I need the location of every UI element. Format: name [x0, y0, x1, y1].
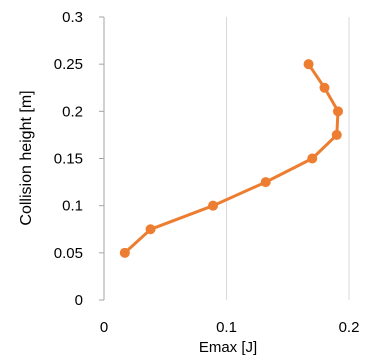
x-tick-label: 0.1: [216, 319, 237, 336]
data-point: [331, 129, 342, 140]
data-point: [319, 82, 330, 93]
grid-layer: [226, 17, 350, 300]
data-point: [119, 247, 130, 258]
x-tick-label: 0: [100, 319, 108, 336]
x-tick-label: 0.2: [339, 319, 360, 336]
series-layer: [119, 59, 343, 258]
data-point: [145, 224, 156, 235]
series-line: [123, 62, 340, 255]
y-tick-label: 0.25: [54, 56, 83, 73]
y-tick-label: 0.15: [54, 151, 83, 168]
data-point: [307, 153, 318, 164]
data-point: [303, 59, 314, 70]
y-tick-label: 0.1: [62, 198, 83, 215]
data-point: [332, 106, 343, 117]
data-point: [208, 200, 219, 211]
axis-layer: [99, 16, 105, 301]
data-point: [260, 177, 271, 188]
y-axis-title: Collision height [m]: [18, 90, 35, 225]
x-axis-title: Emax [J]: [199, 339, 257, 356]
y-tick-label: 0.05: [54, 245, 83, 262]
y-tick-label: 0.2: [62, 103, 83, 120]
label-layer: Emax [J] Collision height [m] 0 0.1 0.2 0 0.…: [18, 9, 359, 356]
y-tick-label: 0: [75, 292, 83, 309]
y-tick-label: 0.3: [62, 9, 83, 26]
